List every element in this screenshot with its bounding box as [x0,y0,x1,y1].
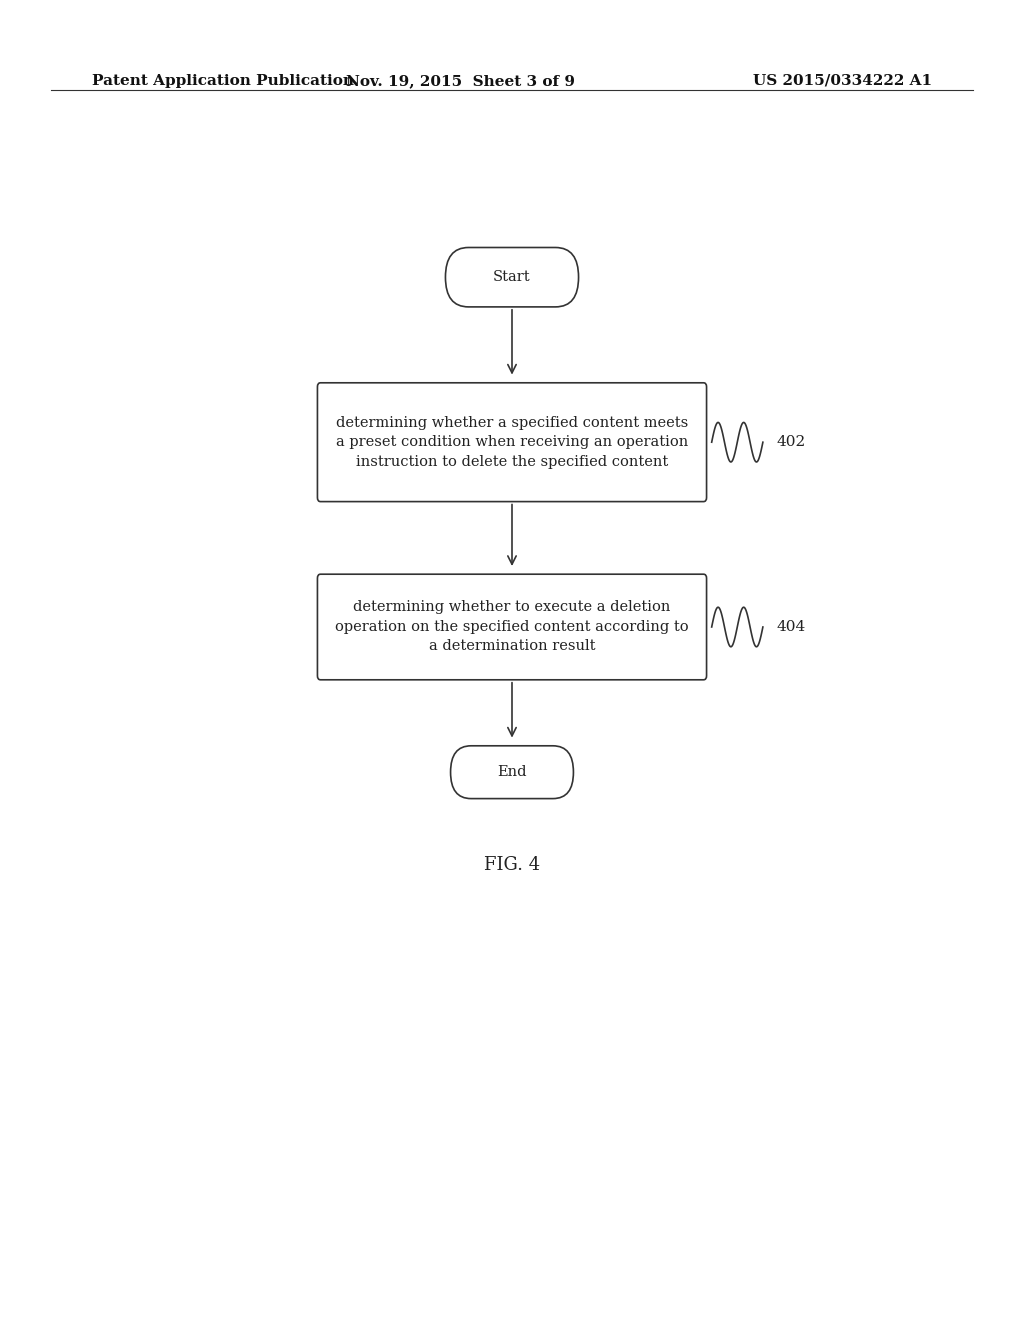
FancyBboxPatch shape [451,746,573,799]
Text: determining whether to execute a deletion
operation on the specified content acc: determining whether to execute a deletio… [335,601,689,653]
Text: FIG. 4: FIG. 4 [484,855,540,874]
FancyBboxPatch shape [445,247,579,306]
Text: End: End [498,766,526,779]
Text: US 2015/0334222 A1: US 2015/0334222 A1 [753,74,932,88]
Text: determining whether a specified content meets
a preset condition when receiving : determining whether a specified content … [336,416,688,469]
Text: 402: 402 [776,436,806,449]
Text: Start: Start [494,271,530,284]
Text: 404: 404 [776,620,806,634]
FancyBboxPatch shape [317,574,707,680]
Text: Nov. 19, 2015  Sheet 3 of 9: Nov. 19, 2015 Sheet 3 of 9 [346,74,575,88]
Text: Patent Application Publication: Patent Application Publication [92,74,354,88]
FancyBboxPatch shape [317,383,707,502]
